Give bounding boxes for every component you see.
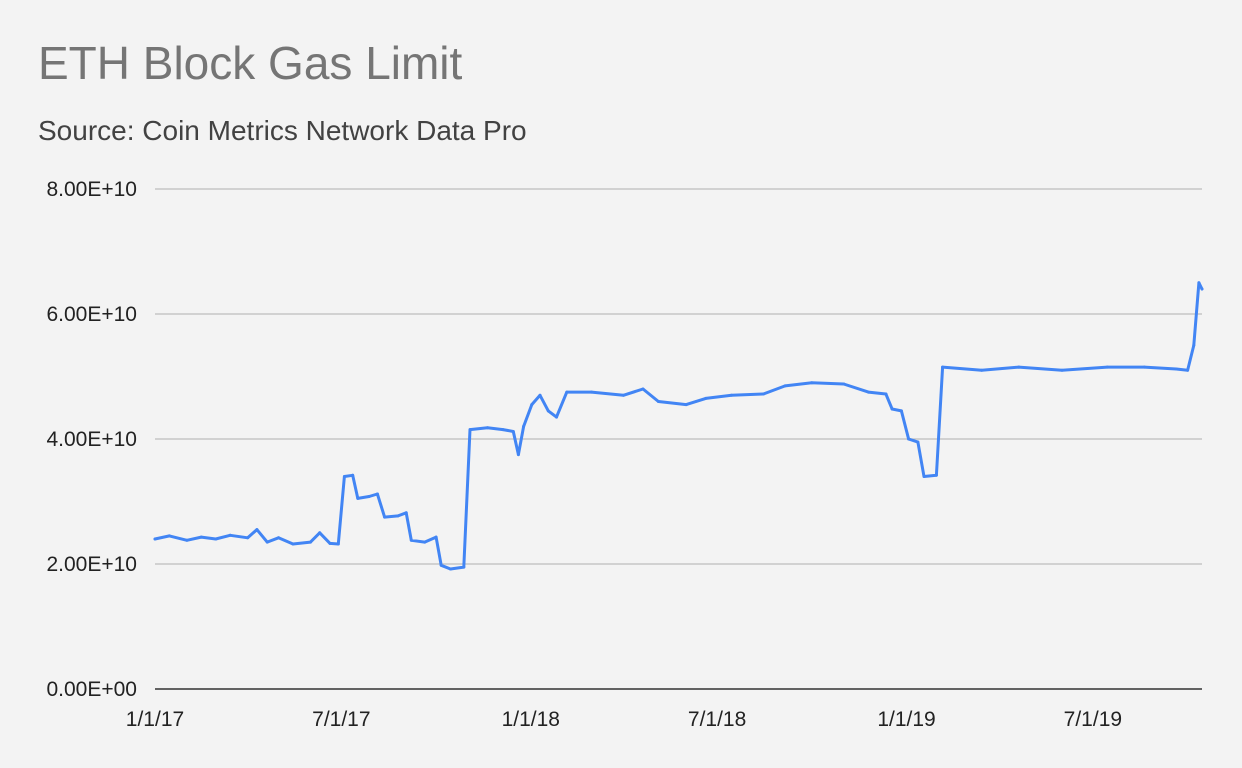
- data-point: [255, 528, 259, 532]
- data-point: [1192, 343, 1196, 347]
- data-point: [468, 428, 472, 432]
- data-point: [423, 540, 427, 544]
- data-point: [884, 392, 888, 396]
- series-layer: [153, 281, 1204, 571]
- gridlines: [155, 188, 1202, 565]
- data-point: [318, 531, 322, 535]
- data-point: [783, 384, 787, 388]
- data-point: [546, 409, 550, 413]
- data-point: [396, 514, 400, 518]
- data-point: [367, 495, 371, 498]
- y-tick-label: 4.00E+10: [46, 428, 137, 451]
- y-tick-label: 6.00E+10: [46, 303, 137, 326]
- data-point: [730, 393, 734, 397]
- y-tick-label: 8.00E+10: [46, 178, 137, 201]
- data-point: [409, 538, 413, 542]
- chart-title: ETH Block Gas Limit: [38, 37, 463, 89]
- data-point: [621, 393, 625, 397]
- data-point: [356, 496, 360, 500]
- data-point: [404, 511, 408, 515]
- y-tick-label: 0.00E+00: [46, 678, 137, 701]
- data-point: [486, 426, 490, 430]
- data-point: [656, 400, 660, 403]
- data-point: [462, 565, 466, 569]
- data-point: [1197, 281, 1201, 285]
- data-point: [980, 368, 984, 372]
- data-point: [810, 381, 814, 385]
- data-point: [941, 365, 945, 369]
- data-point: [907, 437, 911, 441]
- x-tick-label: 1/1/19: [877, 708, 935, 731]
- data-point: [761, 392, 765, 396]
- data-point: [916, 440, 920, 444]
- chart-subtitle: Source: Coin Metrics Network Data Pro: [38, 115, 527, 146]
- data-point: [342, 475, 346, 478]
- data-point: [511, 430, 515, 433]
- data-point: [866, 390, 870, 394]
- x-tick-label: 1/1/18: [502, 708, 560, 731]
- data-point: [308, 540, 312, 544]
- data-point: [214, 537, 218, 541]
- data-point: [328, 541, 332, 545]
- data-point: [899, 409, 903, 413]
- data-point: [199, 535, 203, 539]
- data-point: [1105, 365, 1109, 369]
- data-point: [684, 403, 688, 407]
- x-axis-labels: 1/1/17 7/1/17 1/1/18 7/1/18 1/1/19 7/1/19: [126, 708, 1122, 731]
- data-point: [265, 540, 269, 544]
- data-point: [890, 407, 894, 411]
- x-tick-label: 7/1/18: [688, 708, 746, 731]
- data-point: [375, 492, 379, 496]
- x-tick-label: 7/1/17: [312, 708, 370, 731]
- data-point: [1200, 287, 1204, 291]
- data-point: [228, 533, 232, 537]
- data-point: [439, 563, 443, 567]
- data-point: [704, 396, 708, 400]
- data-point: [246, 536, 250, 540]
- y-tick-label: 2.00E+10: [46, 553, 137, 576]
- x-tick-label: 1/1/17: [126, 708, 184, 731]
- x-tick-label: 7/1/19: [1064, 708, 1122, 731]
- data-point: [1174, 367, 1178, 371]
- data-point: [516, 453, 520, 457]
- data-point: [522, 425, 526, 428]
- data-point: [555, 415, 559, 419]
- data-point: [153, 537, 157, 541]
- data-point: [351, 473, 355, 477]
- data-point: [167, 534, 171, 538]
- data-point: [922, 475, 926, 478]
- data-point: [336, 542, 340, 546]
- data-point: [277, 536, 281, 540]
- data-point: [291, 542, 295, 546]
- data-point: [1186, 368, 1190, 372]
- data-point: [1142, 365, 1146, 369]
- data-point: [538, 393, 542, 397]
- data-point: [185, 538, 189, 542]
- data-point: [565, 390, 569, 394]
- data-point: [448, 567, 452, 571]
- data-point: [934, 473, 938, 477]
- y-axis-labels: 0.00E+00 2.00E+10 4.00E+10 6.00E+10 8.00E+10: [46, 178, 137, 701]
- data-point: [842, 382, 846, 386]
- series-line: [153, 281, 1204, 571]
- data-point: [641, 387, 645, 391]
- data-point: [530, 403, 534, 407]
- data-point: [501, 428, 505, 432]
- data-point: [383, 515, 387, 519]
- data-point: [1017, 365, 1021, 369]
- data-point: [1060, 368, 1064, 372]
- data-point: [434, 535, 438, 539]
- data-point: [590, 390, 594, 394]
